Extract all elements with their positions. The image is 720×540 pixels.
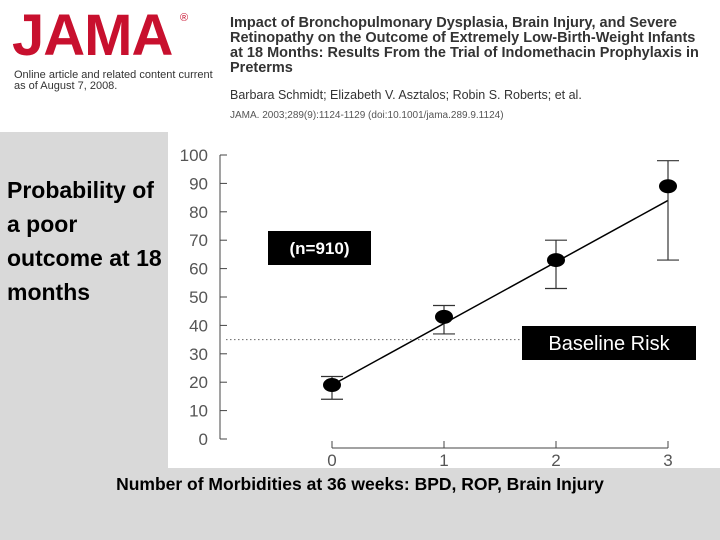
y-axis-label: Probability of a poor outcome at 18 mont… [7,177,162,305]
sample-size-box [268,231,371,265]
y-tick-label: 70 [189,231,208,250]
trend-line [331,199,669,386]
y-tick-label: 40 [189,316,208,335]
y-tick-label: 60 [189,260,208,279]
baseline-risk-label: Baseline Risk [548,333,670,355]
registered-mark: ® [180,12,189,24]
plot-area [168,132,720,468]
article-title: Impact of Bronchopulmonary Dysplasia, Br… [230,15,699,76]
data-point [659,179,677,194]
article-citation: JAMA. 2003;289(9):1124-1129 (doi:10.1001… [230,110,504,121]
slide-header: JAMA ® Online article and related conten… [0,0,720,132]
y-tick-label: 10 [189,402,208,421]
online-note: Online article and related content curre… [14,69,213,92]
y-tick-label: 20 [189,373,208,392]
baseline-risk-box [522,326,696,360]
y-tick-label: 100 [180,146,208,165]
x-tick-label: 1 [439,451,448,470]
y-tick-label: 30 [189,345,208,364]
data-point [547,253,565,268]
y-tick-label: 80 [189,203,208,222]
x-tick-label: 3 [663,451,672,470]
x-tick-label: 0 [327,451,336,470]
sample-size-label: (n=910) [290,239,350,258]
data-point [435,309,453,324]
y-tick-label: 0 [199,430,208,449]
x-axis-label: Number of Morbidities at 36 weeks: BPD, … [116,474,604,494]
jama-logo: JAMA [12,3,173,68]
y-tick-label: 50 [189,288,208,307]
x-tick-label: 2 [551,451,560,470]
data-point [323,378,341,393]
article-authors: Barbara Schmidt; Elizabeth V. Asztalos; … [230,88,582,102]
y-tick-label: 90 [189,174,208,193]
